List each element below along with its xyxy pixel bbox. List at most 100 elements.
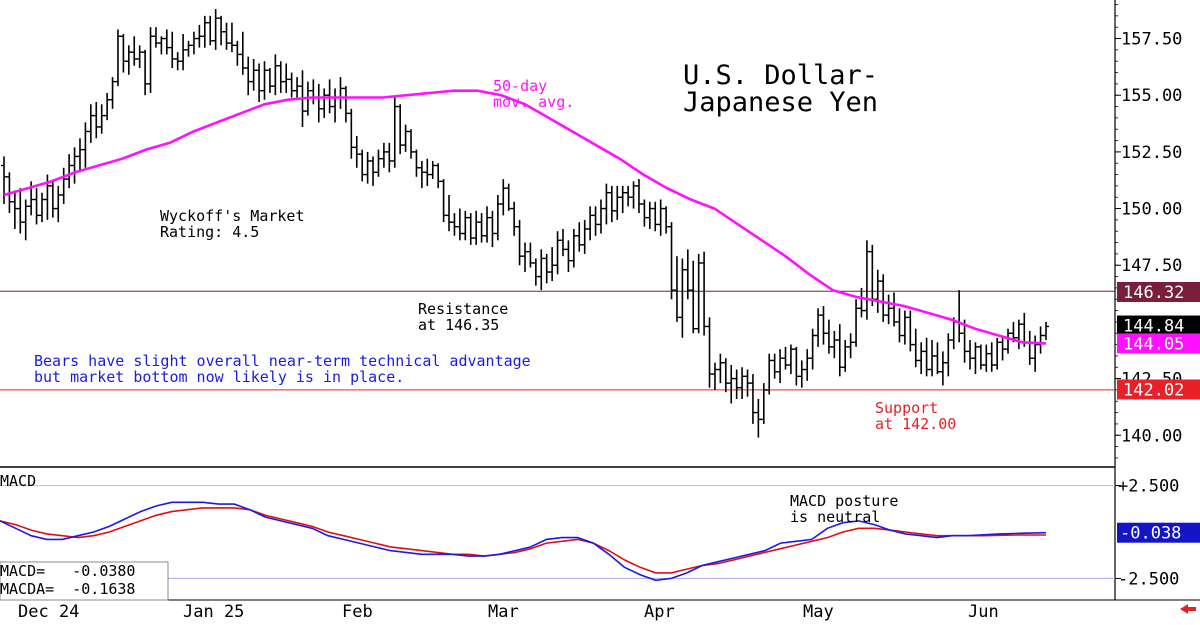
ohlc-bar <box>440 179 447 223</box>
ohlc-bar <box>158 36 165 55</box>
ohlc-bar <box>760 383 767 424</box>
ohlc-bar <box>82 122 89 168</box>
ohlc-bar <box>923 337 930 377</box>
ohlc-bar <box>467 213 474 245</box>
ohlc-bar <box>131 36 138 66</box>
ohlc-bar <box>516 219 523 266</box>
ohlc-bar <box>104 92 111 121</box>
ohlc-bar <box>619 185 626 214</box>
macd-badge-label: -0.038 <box>1120 524 1181 544</box>
ohlc-bar <box>717 353 724 384</box>
ohlc-bar <box>218 15 225 46</box>
ohlc-bar <box>706 317 713 388</box>
ohlc-bar <box>1015 319 1022 350</box>
ma-label-line1: 50-day <box>493 77 547 95</box>
ohlc-bar <box>749 374 756 424</box>
macd-tick-label: +2.500 <box>1118 477 1179 497</box>
ohlc-bar <box>294 77 301 98</box>
macd-line <box>0 501 1047 582</box>
ohlc-bar <box>977 344 984 370</box>
chart-title-line1: U.S. Dollar- <box>683 60 878 91</box>
macd-tick-label: -2.500 <box>1118 569 1179 589</box>
ohlc-bar <box>478 213 485 243</box>
ohlc-bar <box>174 52 181 71</box>
ohlc-bar <box>635 179 642 214</box>
y-tick-label: 140.00 <box>1121 426 1182 446</box>
ohlc-bar <box>484 206 491 243</box>
ohlc-bar <box>418 160 425 189</box>
ohlc-bar <box>11 190 18 229</box>
ohlc-bar <box>76 138 83 173</box>
ohlc-bar <box>60 167 67 205</box>
ohlc-bar <box>87 104 94 143</box>
ohlc-bar <box>22 199 29 241</box>
ohlc-bar <box>337 77 344 109</box>
ohlc-bar <box>109 77 116 109</box>
ohlc-bar <box>614 185 621 220</box>
ohlc-bar <box>787 344 794 375</box>
ohlc-bar <box>462 210 469 241</box>
ohlc-bar <box>413 149 420 177</box>
ohlc-bar <box>473 210 480 245</box>
ohlc-bar <box>798 360 805 388</box>
ohlc-bar <box>272 54 279 96</box>
ohlc-bar <box>17 188 24 234</box>
ohlc-bar <box>592 206 599 236</box>
ohlc-bar <box>223 22 230 50</box>
ohlc-bar <box>163 29 170 55</box>
ohlc-bar <box>152 27 159 48</box>
ohlc-bar <box>332 88 339 123</box>
ohlc-bar <box>201 15 208 48</box>
ohlc-bar <box>820 306 827 345</box>
ohlc-bar <box>722 358 729 393</box>
ohlc-bar <box>256 63 263 103</box>
ohlc-bar <box>880 274 887 322</box>
ohlc-bar <box>929 340 936 377</box>
ohlc-bar <box>983 344 990 372</box>
ohlc-bar <box>777 349 784 384</box>
ohlc-bar <box>695 253 702 334</box>
macd-readout-box <box>0 561 169 601</box>
ohlc-bar <box>554 231 561 275</box>
ohlc-bar <box>522 242 528 273</box>
macd-readout-line1: MACD= -0.0380 <box>0 562 135 580</box>
ohlc-bar <box>663 206 670 234</box>
ohlc-bar <box>261 61 268 100</box>
ohlc-bar <box>570 228 577 268</box>
price-badge <box>1117 281 1200 302</box>
rating-line1: Wyckoff's Market <box>160 207 305 225</box>
price-badge-label: 144.84 <box>1123 317 1184 337</box>
price-panel: 157.50155.00152.50150.00147.50142.50140.… <box>0 0 1200 601</box>
ohlc-bar <box>169 31 176 69</box>
ohlc-bar <box>353 136 360 168</box>
macd-panel-label: MACD <box>0 472 36 490</box>
macd-note-line2: is neutral <box>790 508 880 526</box>
ohlc-bar <box>733 369 740 399</box>
ohlc-bar <box>370 156 377 186</box>
support-line2: at 142.00 <box>875 415 956 433</box>
ohlc-bar <box>234 40 241 66</box>
ohlc-bar <box>342 86 349 123</box>
ohlc-bar <box>386 142 393 173</box>
ohlc-bar <box>500 179 507 216</box>
ohlc-bar <box>625 185 632 207</box>
ohlc-bar <box>424 158 431 186</box>
ohlc-bar <box>858 287 865 318</box>
price-badge-label: 146.32 <box>1123 283 1184 303</box>
ohlc-bar <box>956 290 963 343</box>
resistance-line1: Resistance <box>418 300 508 318</box>
ohlc-bar <box>565 240 572 273</box>
ohlc-bar <box>967 340 974 370</box>
ohlc-bar <box>505 183 512 211</box>
ohlc-bar <box>511 201 518 236</box>
ohlc-bar <box>809 328 816 370</box>
ohlc-bar <box>71 147 78 184</box>
ohlc-bar <box>994 337 1001 370</box>
ohlc-bar <box>934 342 941 375</box>
moving-average-line <box>3 89 1047 345</box>
ohlc-bar <box>283 63 290 93</box>
ohlc-bar <box>831 330 838 359</box>
left-arrow-icon[interactable] <box>1180 604 1196 614</box>
ohlc-bar <box>739 367 746 399</box>
ohlc-bar <box>391 97 398 168</box>
